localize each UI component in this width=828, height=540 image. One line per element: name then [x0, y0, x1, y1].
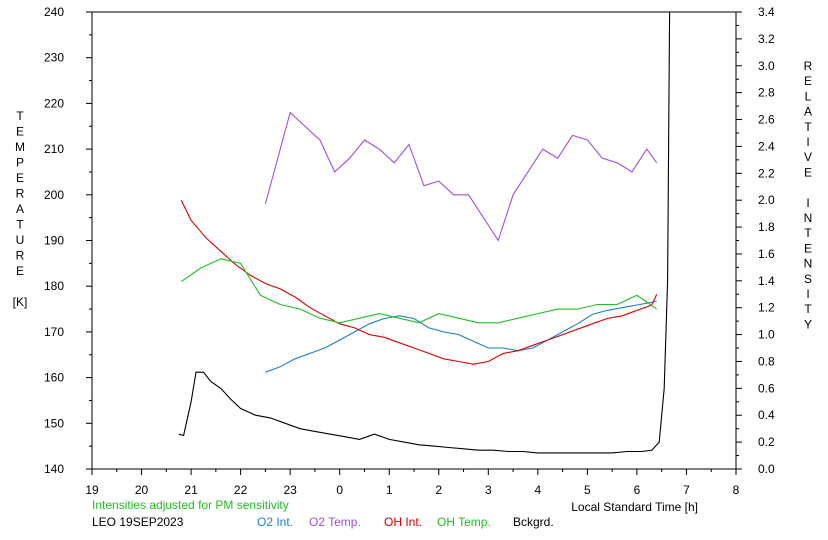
axes: [86, 11, 742, 475]
y-right-title-letter: T: [804, 302, 812, 316]
x-tick-label: 8: [733, 483, 740, 497]
y-left-tick-label: 210: [44, 142, 64, 156]
series-oh-temp: [180, 258, 658, 324]
legend-item: O2 Temp.: [309, 515, 361, 529]
y-right-title-letter: N: [804, 257, 813, 271]
y-right-tick-label: 3.2: [758, 32, 775, 46]
y-left-tick-label: 140: [44, 462, 64, 476]
y-right-title-letter: I: [806, 196, 809, 210]
y-right-tick-label: 1.0: [758, 328, 775, 342]
y-right-tick-label: 2.6: [758, 113, 775, 127]
y-right-title-letter: L: [805, 89, 812, 103]
x-tick-label: 4: [535, 483, 542, 497]
y-left-title-letter: A: [16, 202, 24, 216]
x-axis-title: Local Standard Time [h]: [571, 500, 698, 514]
x-tick-label: 6: [634, 483, 641, 497]
y-right-tick-label: 1.2: [758, 301, 775, 315]
y-right-tick-label: 2.8: [758, 86, 775, 100]
series-bckgrd: [178, 11, 671, 454]
x-tick-label: 22: [234, 483, 248, 497]
y-right-title-letter: V: [804, 150, 812, 164]
y-left-tick-label: 240: [44, 5, 64, 19]
y-right-tick-label: 0.2: [758, 435, 775, 449]
y-right-tick-label: 1.6: [758, 247, 775, 261]
y-right-tick-label: 2.2: [758, 166, 775, 180]
y-left-title-letter: R: [16, 249, 25, 263]
y-right-title-letter: I: [806, 135, 809, 149]
y-left-title-letter: E: [16, 171, 24, 185]
y-left-title-letter: R: [16, 187, 25, 201]
footer-note: Intensities adjusted for PM sensitivity: [92, 498, 289, 512]
y-left-tick-label: 200: [44, 188, 64, 202]
y-right-tick-label: 1.8: [758, 220, 775, 234]
x-tick-label: 2: [435, 483, 442, 497]
legend-item: O2 Int.: [257, 515, 293, 529]
y-right-tick-label: 0.0: [758, 462, 775, 476]
y-right-tick-label: 2.4: [758, 139, 775, 153]
y-right-tick-label: 2.0: [758, 193, 775, 207]
y-left-title-letter: U: [16, 233, 25, 247]
y-left-title-letter: [K]: [13, 295, 28, 309]
y-right-title-letter: N: [804, 211, 813, 225]
y-left-title-letter: M: [15, 140, 25, 154]
y-right-title-letter: S: [804, 272, 812, 286]
series-o2-temp: [264, 111, 658, 242]
y-right-tick-label: 0.4: [758, 408, 775, 422]
y-right-tick-label: 3.4: [758, 5, 775, 19]
x-tick-label: 0: [336, 483, 343, 497]
legend-item: OH Int.: [384, 515, 422, 529]
x-tick-label: 23: [283, 483, 297, 497]
y-left-tick-label: 220: [44, 96, 64, 110]
x-tick-label: 21: [184, 483, 198, 497]
y-right-tick-label: 0.8: [758, 354, 775, 368]
y-right-title-letter: E: [804, 74, 812, 88]
y-right-title-letter: T: [804, 120, 812, 134]
y-right-title-letter: Y: [804, 317, 812, 331]
x-tick-label: 5: [584, 483, 591, 497]
y-left-title-letter: E: [16, 264, 24, 278]
y-right-title-letter: T: [804, 226, 812, 240]
y-left-title-letter: T: [16, 218, 24, 232]
y-left-title-letter: P: [16, 156, 24, 170]
x-tick-label: 1: [386, 483, 393, 497]
x-tick-label: 7: [683, 483, 690, 497]
y-left-title-letter: E: [16, 125, 24, 139]
y-left-tick-label: 180: [44, 279, 64, 293]
y-right-title-letter: R: [804, 59, 813, 73]
y-right-title-letter: A: [804, 105, 812, 119]
x-tick-label: 3: [485, 483, 492, 497]
x-tick-label: 19: [85, 483, 99, 497]
y-right-title-letter: E: [804, 241, 812, 255]
y-left-tick-label: 170: [44, 325, 64, 339]
y-right-tick-label: 1.4: [758, 274, 775, 288]
labels: 1401501601701801902002102202302400.00.20…: [13, 5, 813, 514]
x-tick-label: 20: [135, 483, 149, 497]
y-left-tick-label: 230: [44, 51, 64, 65]
series-oh-int: [180, 199, 658, 365]
legend-item: OH Temp.: [437, 515, 491, 529]
y-left-tick-label: 150: [44, 416, 64, 430]
plot-area: [178, 11, 671, 454]
footer: Intensities adjusted for PM sensitivity L…: [92, 498, 554, 529]
y-left-tick-label: 160: [44, 371, 64, 385]
series-o2-int: [265, 300, 657, 373]
legend-item: Bckgrd.: [513, 515, 554, 529]
y-right-title-letter: E: [804, 165, 812, 179]
y-right-tick-label: 0.6: [758, 381, 775, 395]
footer-station: LEO 19SEP2023: [92, 515, 184, 529]
y-right-title-letter: I: [806, 287, 809, 301]
y-left-title-letter: T: [16, 109, 24, 123]
y-left-tick-label: 190: [44, 234, 64, 248]
y-right-tick-label: 3.0: [758, 59, 775, 73]
